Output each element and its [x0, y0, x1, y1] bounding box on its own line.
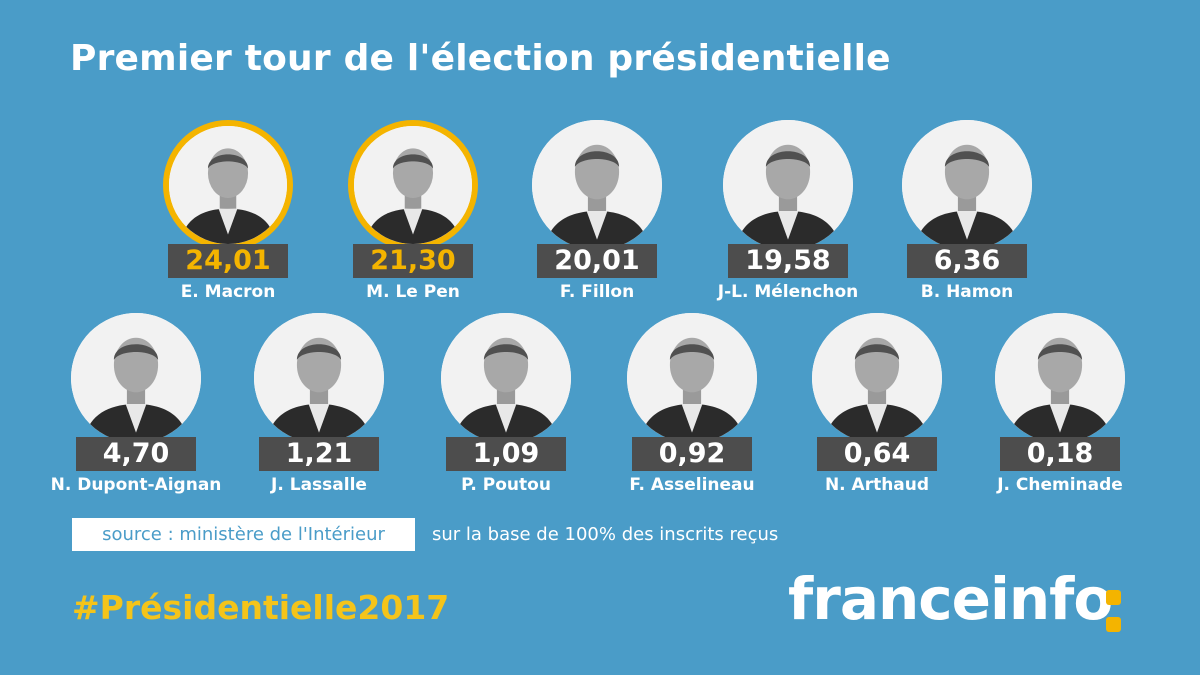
candidate-photo [723, 120, 853, 250]
candidate-card: 24,01 E. Macron [128, 120, 328, 310]
candidate-photo [627, 313, 757, 443]
candidate-score: 0,92 [632, 437, 752, 471]
candidate-card: 19,58 J-L. Mélenchon [688, 120, 888, 310]
brand-logo: franceinfo [788, 565, 1113, 633]
person-icon [995, 313, 1125, 443]
candidate-name: J. Cheminade [997, 475, 1123, 495]
source-label: source : ministère de l'Intérieur [72, 518, 415, 551]
candidate-name: J. Lassalle [271, 475, 367, 495]
candidate-photo [995, 313, 1125, 443]
candidate-score: 21,30 [353, 244, 473, 278]
person-icon [169, 126, 287, 244]
person-icon [627, 313, 757, 443]
candidate-card: 0,18 J. Cheminade [960, 313, 1160, 503]
candidate-photo [441, 313, 571, 443]
candidate-card: 1,21 J. Lassalle [219, 313, 419, 503]
candidate-photo [812, 313, 942, 443]
person-icon [532, 120, 662, 250]
candidate-score: 20,01 [537, 244, 657, 278]
candidate-card: 4,70 N. Dupont-Aignan [36, 313, 236, 503]
source-note: sur la base de 100% des inscrits reçus [432, 524, 779, 545]
candidate-score: 0,64 [817, 437, 937, 471]
person-icon [902, 120, 1032, 250]
candidate-photo [163, 120, 293, 250]
candidate-photo [71, 313, 201, 443]
candidate-photo [254, 313, 384, 443]
candidate-card: 6,36 B. Hamon [867, 120, 1067, 310]
person-icon [71, 313, 201, 443]
person-icon [723, 120, 853, 250]
candidate-card: 0,92 F. Asselineau [592, 313, 792, 503]
candidate-name: M. Le Pen [366, 282, 460, 302]
candidate-score: 6,36 [907, 244, 1027, 278]
person-icon [354, 126, 472, 244]
candidate-name: E. Macron [180, 282, 276, 302]
candidate-name: B. Hamon [920, 282, 1014, 302]
candidate-card: 21,30 M. Le Pen [313, 120, 513, 310]
candidate-photo [902, 120, 1032, 250]
person-icon [254, 313, 384, 443]
candidate-name: P. Poutou [461, 475, 551, 495]
candidate-name: F. Asselineau [629, 475, 755, 495]
candidate-name: F. Fillon [559, 282, 635, 302]
person-icon [812, 313, 942, 443]
candidate-score: 1,21 [259, 437, 379, 471]
person-icon [441, 313, 571, 443]
candidate-card: 0,64 N. Arthaud [777, 313, 977, 503]
candidate-score: 0,18 [1000, 437, 1120, 471]
candidate-score: 24,01 [168, 244, 288, 278]
candidate-score: 4,70 [76, 437, 196, 471]
candidate-card: 20,01 F. Fillon [497, 120, 697, 310]
candidate-score: 19,58 [728, 244, 848, 278]
page-title: Premier tour de l'élection présidentiell… [70, 38, 891, 79]
hashtag: #Présidentielle2017 [72, 588, 450, 627]
candidate-name: N. Arthaud [824, 475, 930, 495]
brand-colon-icon [1103, 590, 1125, 634]
candidate-photo [532, 120, 662, 250]
candidate-name: N. Dupont-Aignan [50, 475, 222, 495]
candidate-name: J-L. Mélenchon [717, 282, 859, 302]
candidate-photo [348, 120, 478, 250]
candidate-card: 1,09 P. Poutou [406, 313, 606, 503]
candidate-score: 1,09 [446, 437, 566, 471]
